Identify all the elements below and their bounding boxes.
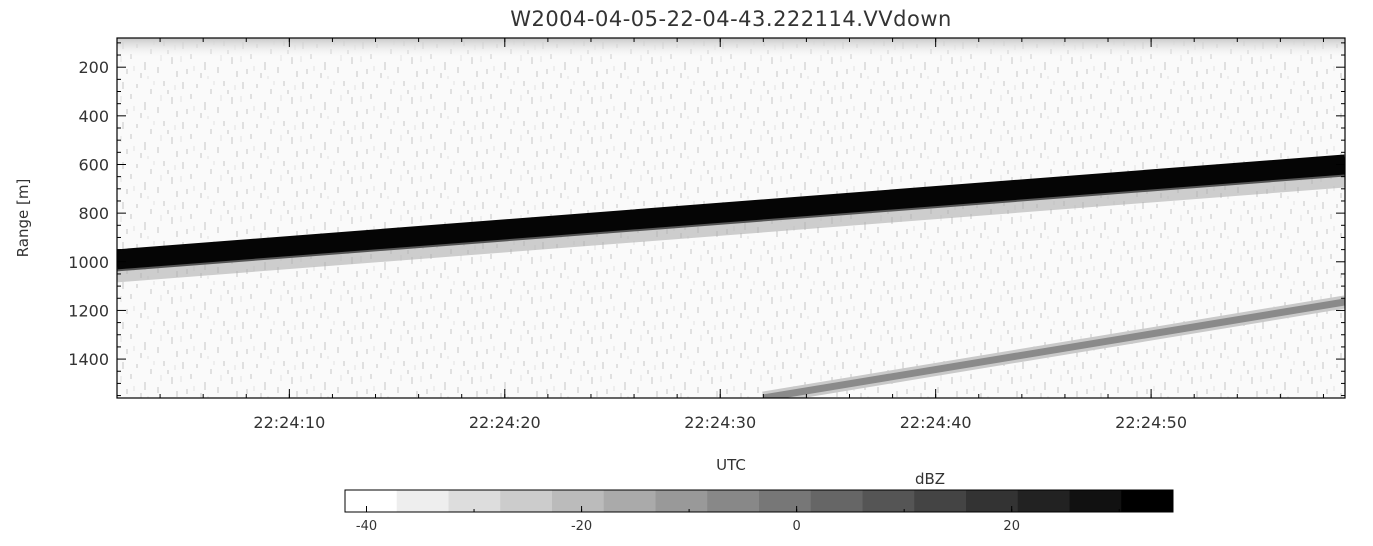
x-tick-label: 22:24:30: [684, 413, 756, 432]
colorbar-cell: [655, 490, 708, 512]
colorbar: -40 -20 0 20: [344, 489, 1174, 534]
colorbar-cell: [862, 490, 915, 512]
chart-title: W2004-04-05-22-04-43.222114.VVdown: [510, 7, 952, 31]
colorbar-cell: [1017, 490, 1070, 512]
y-tick-label: 600: [78, 155, 109, 174]
plot-frame: [116, 37, 1346, 399]
colorbar-tick-label: -20: [571, 519, 592, 534]
colorbar-cell: [810, 490, 863, 512]
band-1: [762, 295, 1345, 398]
colorbar-cell: [1121, 490, 1174, 512]
band-core: [762, 298, 1345, 398]
colorbar-cell: [396, 490, 449, 512]
y-tick-label: 800: [78, 204, 109, 223]
colorbar-cell: [603, 490, 656, 512]
band-core: [117, 154, 1345, 270]
colorbar-cell: [552, 490, 605, 512]
colorbar-cell: [966, 490, 1019, 512]
colorbar-label: dBZ: [915, 470, 945, 488]
colorbar-tick-label: 0: [792, 519, 800, 534]
x-tick-label: 22:24:50: [1115, 413, 1187, 432]
colorbar-tick-label: -40: [356, 519, 377, 534]
y-tick-label: 200: [78, 58, 109, 77]
y-tick-label: 1000: [68, 253, 109, 272]
x-tick-label: 22:24:40: [900, 413, 972, 432]
colorbar-cell: [500, 490, 553, 512]
colorbar-cell: [345, 490, 398, 512]
colorbar-frame: [344, 489, 1174, 513]
band-shadow: [117, 169, 1345, 283]
colorbar-cell: [707, 490, 760, 512]
x-axis-label: UTC: [716, 456, 746, 474]
plot-area: [117, 38, 1345, 398]
y-axis-label: Range [m]: [14, 179, 32, 258]
colorbar-tick-label: 20: [1003, 519, 1020, 534]
y-tick-label: 1400: [68, 350, 109, 369]
colorbar-cell: [914, 490, 967, 512]
colorbar-cell: [448, 490, 501, 512]
band-0: [117, 154, 1345, 283]
x-tick-label: 22:24:10: [253, 413, 325, 432]
colorbar-cell: [759, 490, 812, 512]
y-tick-label: 400: [78, 107, 109, 126]
x-tick-label: 22:24:20: [469, 413, 541, 432]
colorbar-cell: [1069, 490, 1122, 512]
y-tick-label: 1200: [68, 301, 109, 320]
near-range-fade: [117, 38, 1345, 60]
